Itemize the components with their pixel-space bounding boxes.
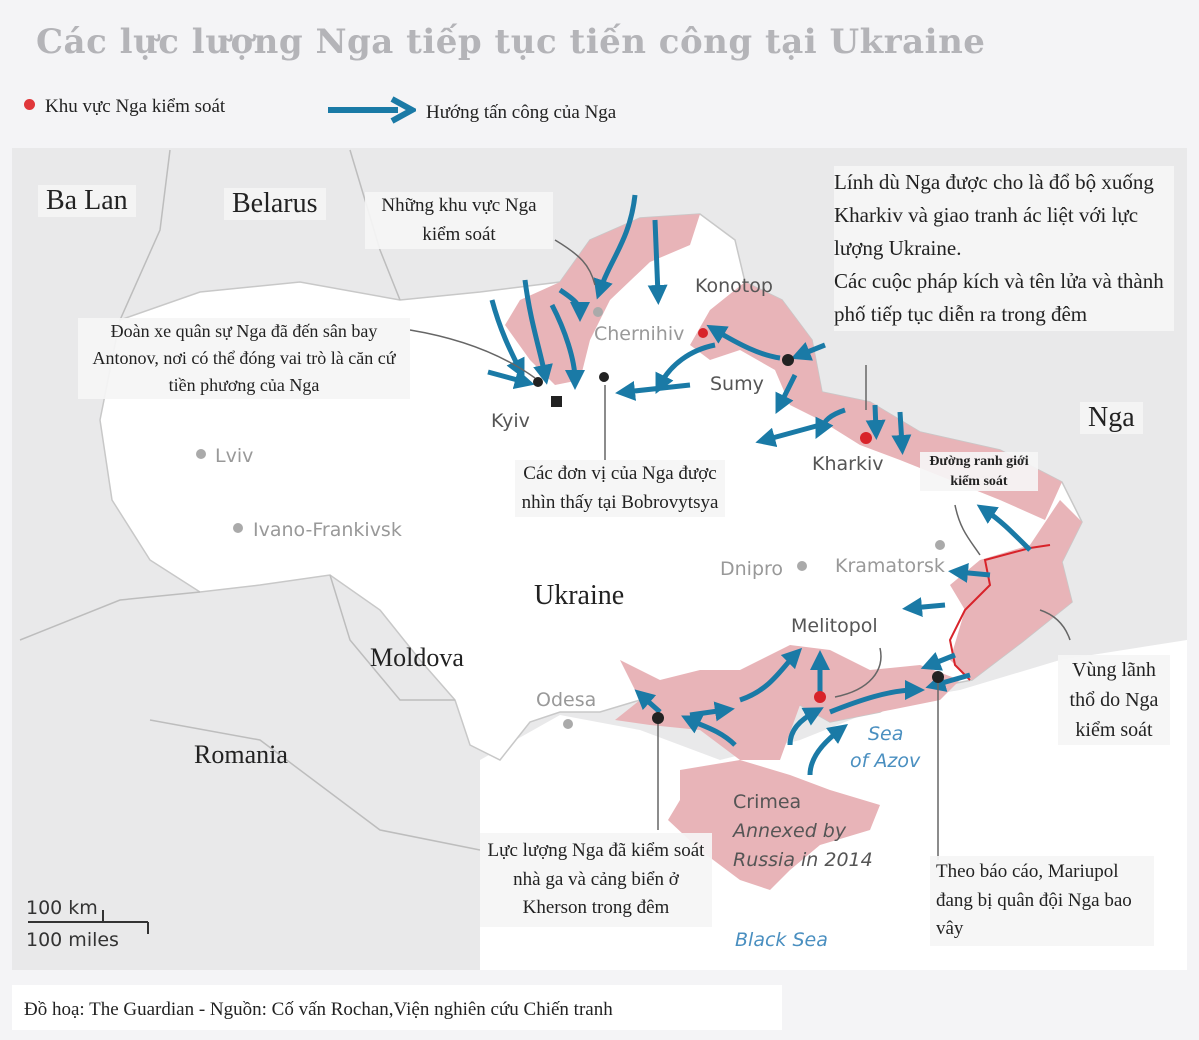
country-belarus: Belarus [224, 188, 326, 220]
label-sea-azov-2: of Azov [850, 750, 921, 772]
kramatorsk-dot [935, 540, 945, 550]
city-markers [196, 307, 945, 729]
lviv-dot [196, 449, 206, 459]
legend-attack: Hướng tấn công của Nga [326, 96, 616, 126]
city-melitopol: Melitopol [791, 615, 878, 637]
page-title: Các lực lượng Nga tiếp tục tiến công tại… [36, 22, 986, 62]
melitopol-dot [814, 691, 826, 703]
city-odesa: Odesa [536, 689, 596, 711]
callout-lines [409, 239, 1071, 860]
city-sumy: Sumy [710, 373, 764, 395]
border-lines [19, 149, 481, 851]
red-dot-icon [24, 99, 35, 110]
kherson-dot [652, 712, 664, 724]
sumy-dot [782, 354, 794, 366]
label-crimea-note1: Annexed by [731, 820, 847, 842]
mariupol-dot [932, 671, 944, 683]
annotation-controlled-areas: Những khu vực Nga kiểm soát [365, 192, 553, 249]
label-black-sea: Black Sea [735, 929, 828, 951]
scale-km: 100 km [26, 897, 98, 919]
country-poland: Ba Lan [38, 185, 136, 217]
country-russia: Nga [1080, 402, 1143, 434]
odesa-dot [563, 719, 573, 729]
bobrovytsya-dot [599, 372, 609, 382]
crimea-occupied [668, 760, 880, 890]
south-occupied [615, 645, 960, 760]
city-dnipro: Dnipro [720, 558, 783, 580]
dnipro-dot [797, 561, 807, 571]
annotation-kharkiv: Lính dù Nga được cho là đổ bộ xuống Khar… [834, 166, 1174, 331]
annotation-bobrovytsya: Các đơn vị của Nga được nhìn thấy tại Bo… [515, 460, 725, 517]
city-ivano-frankivsk: Ivano-Frankivsk [253, 519, 402, 541]
city-kyiv: Kyiv [491, 410, 530, 432]
country-romania: Romania [194, 740, 288, 769]
legend-controlled-label: Khu vực Nga kiểm soát [45, 96, 226, 117]
annotation-mariupol: Theo báo cáo, Mariupol đang bị quân đội … [930, 856, 1154, 946]
scale-miles: 100 miles [26, 929, 119, 951]
city-kharkiv: Kharkiv [812, 453, 883, 475]
control-line [948, 544, 1051, 681]
legend-controlled: Khu vực Nga kiểm soát [24, 96, 225, 118]
scale-bar: 100 km 100 miles [26, 897, 149, 951]
city-kramatorsk: Kramatorsk [835, 555, 945, 577]
label-sea-azov-1: Sea [868, 723, 903, 745]
annotation-kherson: Lực lượng Nga đã kiểm soát nhà ga và cản… [480, 833, 712, 927]
annotation-convoy: Đoàn xe quân sự Nga đã đến sân bay Anton… [78, 318, 410, 399]
annotation-donbas: Vùng lãnh thổ do Nga kiểm soát [1058, 655, 1170, 745]
legend-attack-label: Hướng tấn công của Nga [426, 102, 617, 123]
kyiv-square [551, 396, 562, 407]
attack-arrows [487, 194, 1032, 776]
kyiv-airport-dot [533, 377, 543, 387]
north-occupied [505, 214, 700, 385]
kharkiv-dot [860, 432, 872, 444]
city-konotop: Konotop [695, 275, 773, 297]
arrow-icon [328, 96, 416, 124]
label-crimea: Crimea [733, 791, 801, 813]
chernihiv-dot [593, 307, 603, 317]
country-ukraine: Ukraine [534, 580, 625, 611]
city-lviv: Lviv [215, 445, 253, 467]
konotop-dot [698, 328, 708, 338]
ivano-frankivsk-dot [233, 523, 243, 533]
country-moldova: Moldova [370, 643, 464, 672]
label-crimea-note2: Russia in 2014 [733, 849, 873, 871]
annotation-control-line: Đường ranh giới kiểm soát [920, 452, 1038, 492]
city-chernihiv: Chernihiv [594, 323, 684, 345]
footer-credit: Đồ hoạ: The Guardian - Nguồn: Cố vấn Roc… [12, 985, 782, 1030]
